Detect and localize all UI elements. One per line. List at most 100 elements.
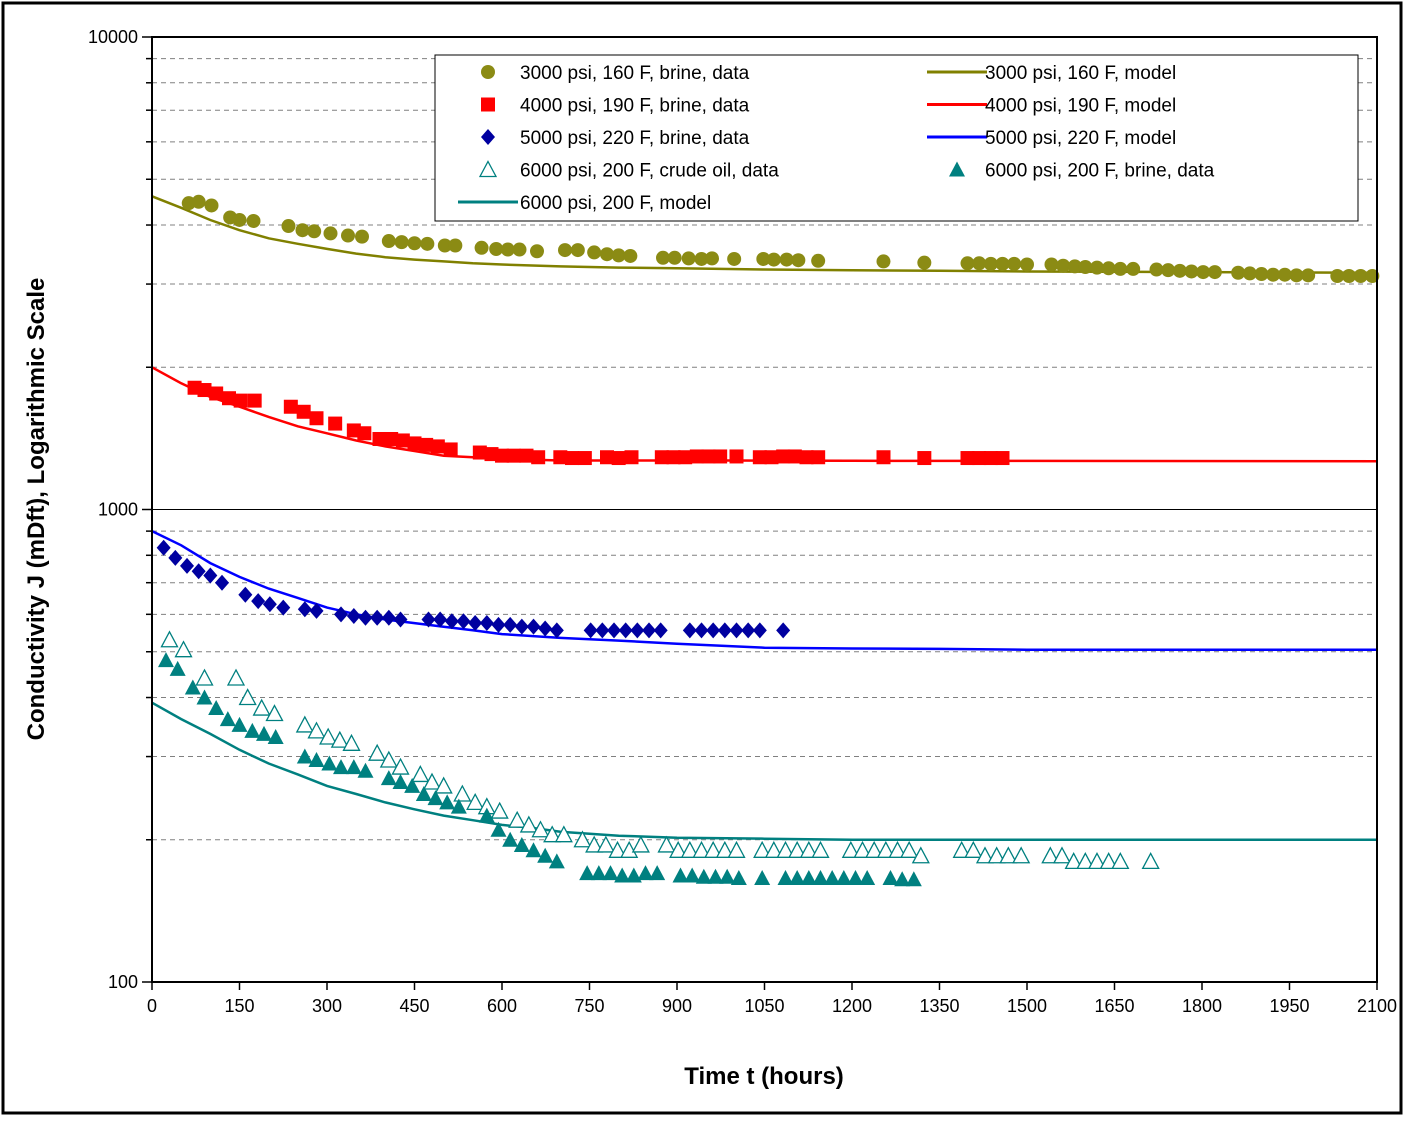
data-point bbox=[215, 574, 229, 591]
data-point bbox=[602, 865, 619, 881]
data-point bbox=[754, 869, 771, 885]
data-point bbox=[694, 251, 709, 266]
data-point bbox=[222, 391, 236, 406]
x-tick-label: 1800 bbox=[1182, 996, 1222, 1016]
data-point bbox=[156, 539, 171, 556]
data-point bbox=[654, 450, 669, 465]
data-point bbox=[238, 688, 257, 706]
data-point bbox=[1353, 269, 1368, 284]
data-point bbox=[169, 660, 186, 676]
data-point bbox=[600, 247, 614, 262]
data-point bbox=[404, 777, 421, 793]
data-point bbox=[219, 711, 236, 727]
data-point bbox=[197, 383, 212, 398]
data-point bbox=[226, 668, 246, 686]
data-point bbox=[411, 765, 430, 783]
data-point bbox=[549, 622, 564, 639]
data-point bbox=[500, 242, 515, 257]
data-point bbox=[307, 721, 326, 739]
data-point bbox=[407, 436, 422, 451]
data-point bbox=[526, 618, 541, 635]
data-point bbox=[623, 248, 638, 263]
data-point bbox=[960, 256, 975, 271]
data-point bbox=[642, 622, 656, 639]
data-point bbox=[579, 865, 596, 881]
data-point bbox=[585, 835, 604, 853]
data-point bbox=[281, 219, 296, 234]
data-point bbox=[554, 825, 573, 843]
data-point bbox=[309, 602, 324, 619]
data-point bbox=[704, 840, 723, 858]
data-point bbox=[232, 212, 247, 227]
data-point bbox=[952, 840, 971, 858]
data-point bbox=[1342, 269, 1356, 284]
data-point bbox=[531, 820, 550, 838]
data-point bbox=[308, 752, 325, 768]
data-point bbox=[319, 727, 338, 745]
data-point bbox=[779, 252, 794, 267]
legend-label: 6000 psi, 200 F, model bbox=[520, 193, 711, 214]
data-point bbox=[1254, 267, 1269, 282]
data-point bbox=[246, 213, 261, 228]
data-point bbox=[184, 679, 201, 695]
data-point bbox=[1172, 263, 1187, 278]
data-point bbox=[381, 234, 396, 249]
x-tick-label: 750 bbox=[574, 996, 604, 1016]
data-point bbox=[1099, 852, 1118, 870]
data-point bbox=[847, 869, 864, 885]
data-point bbox=[233, 393, 248, 408]
data-point bbox=[370, 609, 385, 626]
data-point bbox=[247, 393, 262, 408]
legend-label: 5000 psi, 220 F, model bbox=[985, 128, 1176, 149]
data-point bbox=[1056, 258, 1071, 273]
data-point bbox=[489, 241, 504, 256]
data-point bbox=[468, 615, 483, 632]
data-point bbox=[1113, 261, 1128, 276]
data-point bbox=[695, 868, 712, 884]
data-point bbox=[684, 867, 701, 883]
data-point bbox=[407, 236, 422, 251]
data-point bbox=[346, 608, 361, 625]
data-point bbox=[1067, 259, 1082, 274]
data-point bbox=[741, 622, 756, 639]
x-tick-label: 1650 bbox=[1094, 996, 1134, 1016]
data-point bbox=[972, 451, 987, 466]
data-point bbox=[666, 450, 681, 465]
data-point bbox=[1207, 265, 1222, 280]
data-point bbox=[466, 792, 485, 811]
data-point bbox=[777, 869, 794, 885]
data-point bbox=[283, 399, 298, 414]
data-point bbox=[791, 253, 806, 268]
data-point bbox=[231, 716, 248, 732]
legend-marker bbox=[481, 65, 495, 79]
data-point bbox=[252, 698, 271, 716]
data-point bbox=[267, 729, 284, 745]
data-point bbox=[548, 853, 565, 869]
data-point bbox=[1020, 257, 1034, 272]
data-point bbox=[649, 865, 666, 881]
data-point bbox=[530, 244, 544, 259]
data-point bbox=[972, 256, 987, 271]
axis-ticks: 0 150 300 450 600 750 900 1050 1200 1350 1500 1650 1… bbox=[88, 27, 1397, 1016]
data-point bbox=[420, 236, 435, 251]
data-point bbox=[1289, 268, 1304, 283]
data-point bbox=[1330, 269, 1345, 284]
data-point bbox=[611, 248, 626, 263]
data-point bbox=[355, 229, 369, 244]
data-point bbox=[776, 622, 791, 639]
data-point bbox=[456, 613, 471, 630]
data-point bbox=[453, 784, 472, 802]
data-point bbox=[995, 451, 1010, 466]
x-tick-label: 150 bbox=[224, 996, 254, 1016]
data-point bbox=[372, 431, 387, 446]
data-point bbox=[512, 242, 527, 257]
data-point bbox=[525, 842, 542, 858]
data-point bbox=[553, 450, 568, 465]
data-point bbox=[491, 616, 506, 633]
data-point bbox=[380, 770, 397, 786]
data-point bbox=[1087, 852, 1107, 870]
data-point bbox=[180, 557, 194, 574]
data-point bbox=[789, 869, 806, 885]
